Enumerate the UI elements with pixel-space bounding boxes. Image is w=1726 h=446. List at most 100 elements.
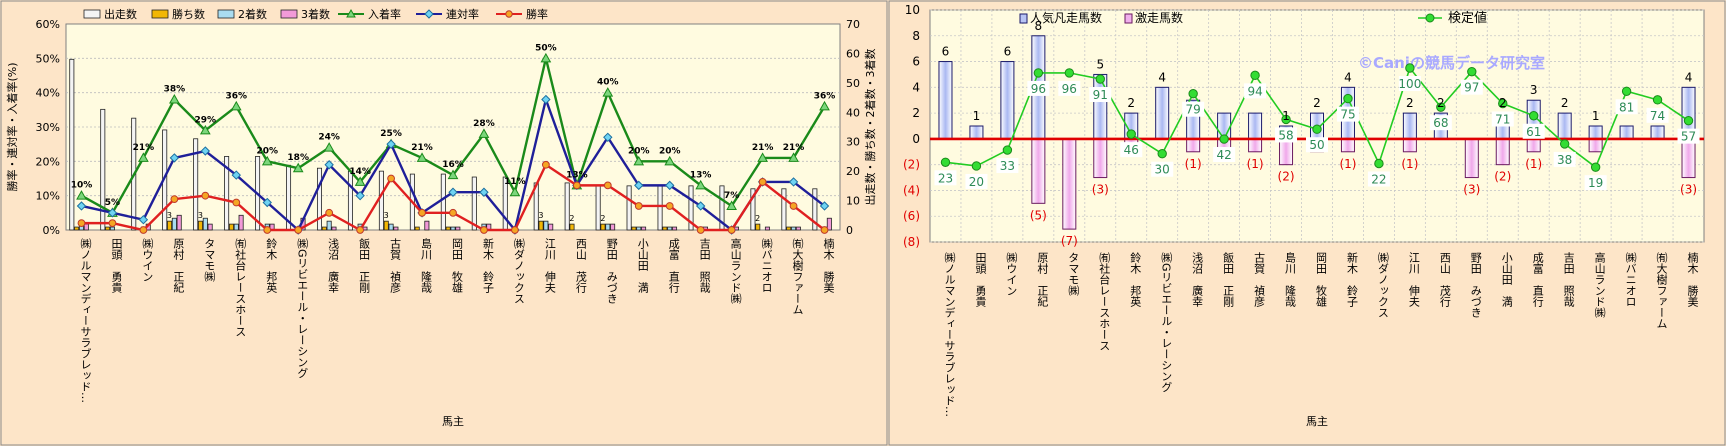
left-tick-label: 10% bbox=[36, 190, 60, 203]
marker-連対率 bbox=[324, 160, 334, 170]
marker-勝率 bbox=[108, 219, 117, 228]
bar-激走馬数 bbox=[938, 61, 953, 140]
marker-検定値 bbox=[1374, 158, 1384, 169]
marker-検定値 bbox=[1219, 134, 1229, 144]
category-label: 原村 正紀 bbox=[172, 238, 185, 293]
category-label: ㈱ダノックス bbox=[1376, 252, 1389, 318]
bar-勝ち数 bbox=[167, 220, 173, 231]
bar-2着数 bbox=[233, 223, 239, 231]
bar-3着数 bbox=[455, 226, 461, 231]
bar-3着数 bbox=[238, 214, 244, 231]
category-label: 島川 隆哉 bbox=[420, 237, 433, 293]
positive-count-label: 2 bbox=[1127, 96, 1135, 110]
entry-rate-label: 21% bbox=[411, 143, 433, 153]
category-label: 岡田 牧雄 bbox=[451, 238, 464, 293]
category-label: ㈲大樹ファーム bbox=[1655, 252, 1668, 329]
category-label: ㈱バニオロ bbox=[760, 238, 773, 293]
marker-入着率 bbox=[819, 100, 830, 111]
marker-検定値 bbox=[1621, 86, 1632, 96]
marker-連対率 bbox=[107, 208, 118, 218]
test-value-label-bg bbox=[1615, 99, 1638, 115]
negative-count-label: (1) bbox=[1525, 157, 1542, 171]
marker-連対率 bbox=[448, 187, 458, 197]
negative-count-label: (3) bbox=[1463, 183, 1480, 197]
legend-label-出走数: 出走数 bbox=[104, 7, 137, 21]
marker-勝率 bbox=[696, 226, 705, 234]
y-tick-label: 8 bbox=[912, 29, 920, 43]
bar-激走馬数 bbox=[1155, 86, 1170, 140]
y-tick-label: 0 bbox=[912, 132, 920, 146]
left-tick-label: 60% bbox=[36, 18, 60, 31]
entry-rate-label: 36% bbox=[814, 91, 836, 101]
marker-検定値 bbox=[1250, 70, 1260, 81]
bar-2着数 bbox=[109, 226, 115, 231]
x-axis-title: 馬主 bbox=[442, 415, 464, 428]
marker-検定値 bbox=[1529, 111, 1539, 121]
category-label: 田頭 勇貴 bbox=[110, 238, 123, 294]
marker-勝率 bbox=[170, 195, 179, 204]
bar-出走数 bbox=[347, 170, 353, 231]
bar-2着数 bbox=[388, 223, 394, 231]
test-value-label-bg bbox=[1089, 87, 1112, 103]
test-value-label-bg bbox=[1460, 79, 1483, 95]
legend-label-人気凡走馬数: 人気凡走馬数 bbox=[1030, 10, 1102, 25]
marker-連対率 bbox=[788, 177, 799, 187]
category-label: 西山 茂行 bbox=[1438, 252, 1451, 308]
marker-連対率 bbox=[603, 132, 613, 143]
bar-勝ち数 bbox=[197, 220, 203, 231]
marker-勝率 bbox=[665, 202, 674, 210]
marker-入着率 bbox=[169, 94, 180, 104]
right-tick-label: 10 bbox=[846, 195, 860, 208]
marker-入着率 bbox=[76, 190, 87, 200]
legend-swatch-出走数 bbox=[83, 9, 101, 19]
marker-検定値 bbox=[1652, 95, 1663, 105]
marker-入着率 bbox=[757, 152, 768, 162]
entry-rate-label: 13% bbox=[566, 170, 588, 180]
bar-3着数 bbox=[641, 226, 647, 231]
marker-連対率 bbox=[355, 190, 365, 201]
positive-count-label: 1 bbox=[1282, 109, 1290, 123]
win-count-label: 2 bbox=[600, 214, 605, 223]
entry-rate-label: 14% bbox=[349, 167, 371, 177]
bar-出走数 bbox=[564, 182, 570, 231]
test-value-label-bg bbox=[1027, 80, 1050, 96]
test-value-label-bg bbox=[934, 170, 957, 186]
y-tick-label: (4) bbox=[903, 183, 920, 197]
category-label: 田頭 勇貴 bbox=[974, 252, 987, 308]
bar-2着数 bbox=[791, 226, 797, 231]
test-value-label: 71 bbox=[1495, 113, 1510, 127]
bar-激走馬数 bbox=[1650, 125, 1665, 140]
bar-2着数 bbox=[605, 223, 611, 231]
bar-2着数 bbox=[543, 220, 549, 231]
bar-出走数 bbox=[193, 138, 199, 231]
y-tick-label: 10 bbox=[905, 3, 920, 17]
bar-出走数 bbox=[657, 185, 663, 231]
bar-人気凡走馬数 bbox=[1464, 138, 1479, 179]
bar-出走数 bbox=[595, 185, 601, 231]
entry-rate-label: 18% bbox=[287, 153, 309, 163]
marker-検定値 bbox=[1157, 149, 1167, 159]
bar-勝ち数 bbox=[228, 223, 234, 231]
legend-label-勝ち数: 勝ち数 bbox=[172, 7, 205, 21]
marker-勝率 bbox=[263, 226, 272, 234]
marker-入着率 bbox=[633, 155, 645, 166]
chart-border bbox=[888, 0, 1726, 446]
positive-count-label: 2 bbox=[1437, 96, 1445, 110]
marker-検定値 bbox=[1498, 98, 1508, 109]
win-count-label: 3 bbox=[198, 211, 203, 220]
marker-勝率 bbox=[634, 202, 643, 210]
test-value-label: 20 bbox=[969, 175, 984, 189]
category-label: ㈱ノルマンディーサラブレッド… bbox=[943, 252, 956, 417]
bar-激走馬数 bbox=[1588, 125, 1603, 140]
test-value-label-bg bbox=[1584, 175, 1607, 191]
category-label: 鈴木 邦英 bbox=[265, 237, 278, 294]
test-value-label-bg bbox=[1275, 127, 1298, 143]
test-value-label-bg bbox=[1120, 142, 1143, 158]
marker-勝率 bbox=[541, 160, 550, 169]
marker-検定値 bbox=[1281, 114, 1291, 125]
category-label: 高山ランド㈱ bbox=[729, 237, 742, 304]
marker-連対率 bbox=[695, 201, 706, 211]
test-value-label-bg bbox=[965, 173, 988, 189]
marker-入着率 bbox=[664, 155, 676, 166]
entry-rate-label: 36% bbox=[226, 91, 248, 101]
